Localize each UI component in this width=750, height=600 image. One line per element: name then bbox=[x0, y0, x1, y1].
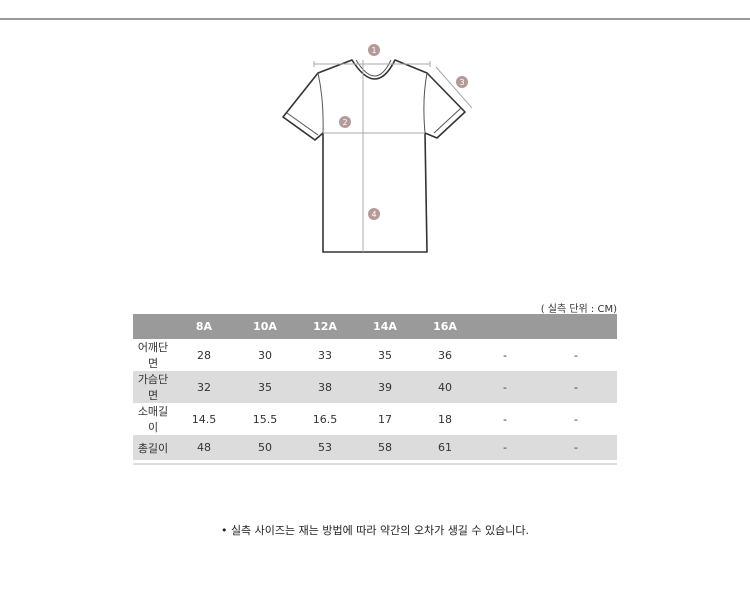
table-cell: 36 bbox=[438, 348, 452, 362]
svg-text:1: 1 bbox=[371, 46, 376, 55]
table-cell: 39 bbox=[355, 371, 415, 403]
column-header bbox=[475, 314, 535, 339]
column-header: 16A bbox=[415, 314, 475, 339]
table-row: 소매길이 14.5 15.5 16.5 17 18 - - bbox=[133, 403, 617, 435]
table-cell: 32 bbox=[173, 371, 235, 403]
table-cell: 14.5 bbox=[191, 412, 217, 426]
table-cell: 35 bbox=[378, 348, 392, 362]
measurement-note: • 실측 사이즈는 재는 방법에 따라 약간의 오차가 생길 수 있습니다. bbox=[220, 524, 530, 537]
table-cell: 15.5 bbox=[252, 412, 278, 426]
column-header: 8A bbox=[173, 314, 235, 339]
size-table: 8A 10A 12A 14A 16A 어깨단면 28 30 33 35 36- - 가슴단면 32 35 3… bbox=[133, 314, 617, 460]
table-cell: 33 bbox=[318, 348, 332, 362]
row-label: 가슴단면 bbox=[133, 371, 173, 403]
table-cell: - bbox=[574, 412, 578, 426]
table-cell: 18 bbox=[438, 412, 452, 426]
table-cell: 50 bbox=[235, 435, 295, 460]
top-divider bbox=[0, 18, 750, 20]
table-cell: 30 bbox=[258, 348, 272, 362]
table-bottom-divider bbox=[133, 463, 617, 465]
table-cell: 17 bbox=[378, 412, 392, 426]
table-cell: - bbox=[535, 435, 617, 460]
table-cell: 16.5 bbox=[312, 412, 338, 426]
marker-3: 3 bbox=[456, 76, 468, 88]
tshirt-size-diagram: 1 2 3 4 bbox=[282, 44, 473, 253]
marker-1: 1 bbox=[368, 44, 380, 56]
row-label: 소매길이 bbox=[137, 405, 169, 434]
table-cell: - bbox=[475, 371, 535, 403]
marker-2: 2 bbox=[339, 116, 351, 128]
table-cell: 48 bbox=[173, 435, 235, 460]
svg-text:4: 4 bbox=[371, 210, 376, 219]
table-cell: 53 bbox=[295, 435, 355, 460]
table-cell: 61 bbox=[415, 435, 475, 460]
column-header bbox=[133, 314, 173, 339]
table-cell: - bbox=[535, 371, 617, 403]
table-cell: - bbox=[574, 348, 578, 362]
table-cell: 28 bbox=[197, 348, 211, 362]
table-cell: - bbox=[475, 435, 535, 460]
svg-text:3: 3 bbox=[459, 78, 464, 87]
svg-text:2: 2 bbox=[342, 118, 347, 127]
column-header: 14A bbox=[355, 314, 415, 339]
table-cell: 58 bbox=[355, 435, 415, 460]
marker-4: 4 bbox=[368, 208, 380, 220]
row-label: 총길이 bbox=[133, 435, 173, 460]
column-header: 12A bbox=[295, 314, 355, 339]
table-row: 어깨단면 28 30 33 35 36 - - bbox=[133, 339, 617, 371]
table-cell: - bbox=[503, 412, 507, 426]
table-row: 가슴단면 32 35 38 39 40- - bbox=[133, 371, 617, 403]
table-cell: - bbox=[503, 348, 507, 362]
column-header: 10A bbox=[235, 314, 295, 339]
table-row: 총길이 48 50 53 58 61- - bbox=[133, 435, 617, 460]
table-cell: 38 bbox=[295, 371, 355, 403]
row-label: 어깨단면 bbox=[137, 341, 169, 370]
column-header bbox=[535, 314, 617, 339]
sleeve-measure-line bbox=[435, 66, 473, 109]
unit-label: ( 실측 단위 : CM) bbox=[540, 304, 617, 315]
table-cell: 40 bbox=[415, 371, 475, 403]
table-cell: 35 bbox=[235, 371, 295, 403]
tshirt-outline bbox=[282, 59, 466, 253]
